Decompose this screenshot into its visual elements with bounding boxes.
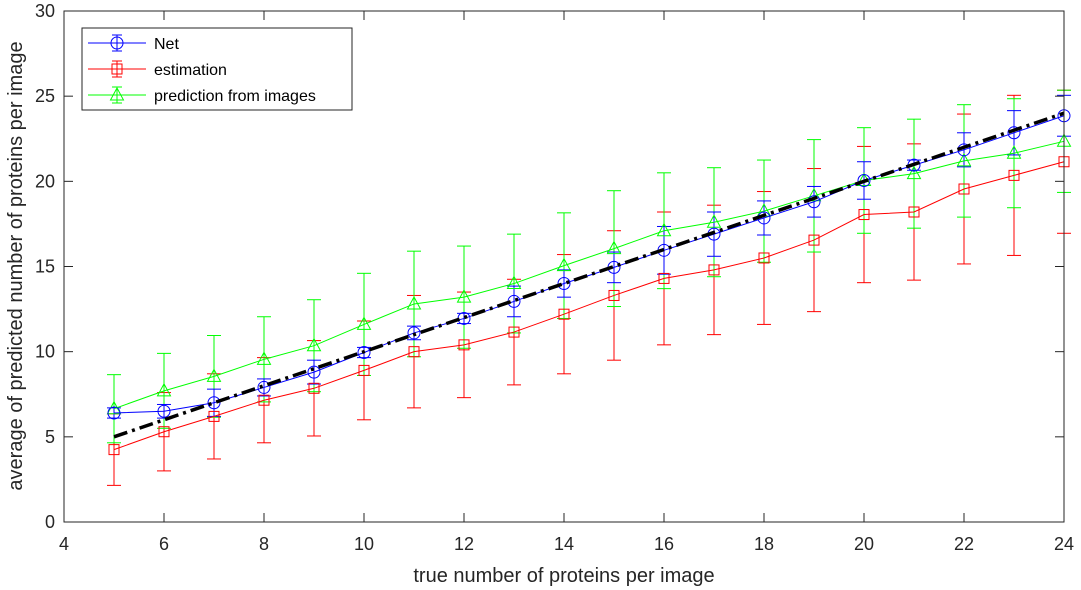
data-point (157, 404, 171, 418)
data-point (758, 252, 770, 264)
data-point (958, 183, 970, 195)
data-point (206, 368, 222, 382)
x-tick-label: 10 (354, 534, 374, 554)
y-tick-label: 25 (35, 86, 55, 106)
legend-marker (110, 36, 124, 50)
series-1 (108, 156, 1070, 456)
x-tick-label: 18 (754, 534, 774, 554)
legend-label: Net (154, 36, 179, 53)
data-point (658, 272, 670, 284)
y-tick-label: 30 (35, 1, 55, 21)
data-point (308, 382, 320, 394)
data-point (256, 351, 272, 365)
y-tick-label: 10 (35, 342, 55, 362)
data-point (458, 339, 470, 351)
data-point (808, 234, 820, 246)
y-tick-label: 20 (35, 171, 55, 191)
x-tick-label: 4 (59, 534, 69, 554)
data-point (656, 222, 672, 237)
data-point (956, 152, 972, 167)
data-point (556, 257, 572, 272)
legend-marker (109, 86, 125, 101)
data-point (857, 173, 871, 187)
data-point (208, 410, 220, 422)
y-tick-label: 5 (45, 427, 55, 447)
data-point (108, 444, 120, 456)
data-point (407, 326, 421, 340)
legend: Net estimation prediction from images (81, 27, 353, 111)
ticks-layer: 4 6 8 10 12 14 16 18 20 22 24 0 5 10 15 20 25 30 (35, 1, 1074, 554)
data-point (606, 240, 622, 255)
data-point (706, 214, 722, 228)
data-point (357, 346, 371, 360)
data-point (1007, 126, 1021, 140)
series-line (113, 111, 1065, 439)
data-point (906, 165, 922, 180)
data-point (406, 295, 422, 310)
data-point (306, 337, 322, 352)
y-tick-label: 0 (45, 512, 55, 532)
x-tick-label: 8 (259, 534, 269, 554)
series-2 (106, 133, 1072, 415)
data-point (806, 187, 822, 202)
data-point (358, 364, 370, 376)
x-tick-label: 20 (854, 534, 874, 554)
data-point (558, 308, 570, 320)
data-point (107, 406, 121, 420)
legend-entry: prediction from images (88, 86, 316, 105)
series-line (113, 161, 1065, 451)
series-line (113, 115, 1065, 414)
data-point (1006, 145, 1022, 159)
data-point (506, 275, 522, 290)
series-3 (113, 111, 1065, 439)
legend-entry: estimation (88, 60, 227, 79)
x-tick-label: 6 (159, 534, 169, 554)
legend-entry: Net (88, 34, 179, 53)
data-point (156, 382, 172, 397)
x-tick-label: 14 (554, 534, 574, 554)
x-tick-label: 24 (1054, 534, 1074, 554)
data-point (158, 426, 170, 438)
data-point (307, 365, 321, 379)
y-axis-label: average of predicted number of proteins … (5, 41, 27, 490)
legend-label: prediction from images (154, 88, 316, 105)
data-point (708, 264, 720, 276)
data-point (258, 394, 270, 406)
x-tick-label: 12 (454, 534, 474, 554)
data-point (908, 206, 920, 218)
legend-label: estimation (154, 62, 227, 79)
data-point (508, 326, 520, 338)
series-line (113, 140, 1065, 410)
x-tick-label: 22 (954, 534, 974, 554)
y-tick-label: 15 (35, 257, 55, 277)
x-tick-label: 16 (654, 534, 674, 554)
data-point (257, 380, 271, 394)
data-point (456, 289, 472, 303)
x-axis-label: true number of proteins per image (413, 565, 714, 587)
data-point (608, 289, 620, 301)
data-point (207, 396, 221, 410)
data-point (858, 209, 870, 221)
data-point (557, 277, 571, 291)
data-point (408, 346, 420, 358)
legend-marker (111, 63, 123, 75)
data-point (1008, 169, 1020, 181)
data-point (356, 316, 372, 330)
